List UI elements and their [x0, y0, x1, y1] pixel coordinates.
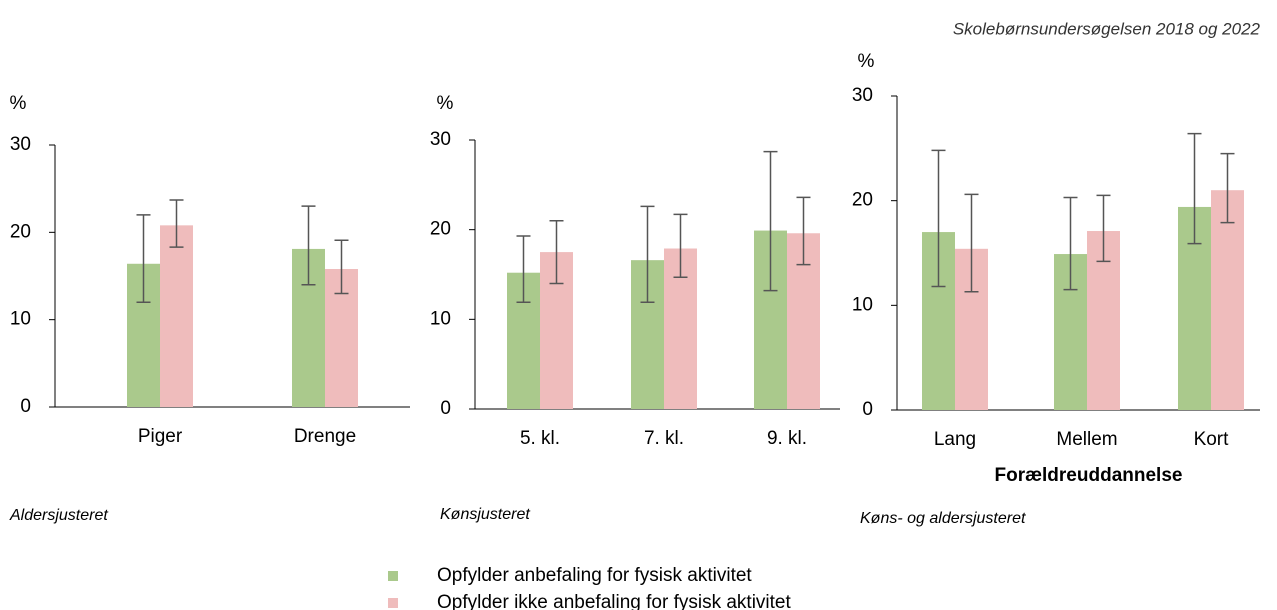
x-tick-label: 9. kl.	[767, 428, 807, 449]
error-bar	[169, 199, 184, 248]
y-unit: %	[437, 93, 454, 114]
error-bar	[763, 150, 778, 292]
error-bar	[1220, 152, 1235, 224]
error-bar	[1063, 196, 1078, 291]
x-tick-label: Mellem	[1056, 429, 1117, 450]
bar	[160, 225, 193, 407]
bar	[1211, 190, 1244, 410]
x-tick-label: Piger	[138, 426, 183, 447]
error-bar	[301, 205, 316, 286]
y-unit: %	[10, 93, 27, 114]
error-bar	[673, 213, 688, 278]
note: Kønsjusteret	[440, 506, 530, 523]
x-axis-label: Forældreuddannelse	[995, 465, 1183, 486]
y-tick-label: 0	[440, 398, 451, 419]
x-tick-label: Lang	[934, 429, 976, 450]
error-bar	[640, 205, 655, 304]
y-tick-label: 30	[852, 85, 873, 106]
y-tick-label: 30	[430, 129, 451, 150]
error-bar	[1187, 132, 1202, 245]
error-bar	[334, 239, 349, 295]
y-tick-label: 0	[862, 399, 873, 420]
y-tick-label: 10	[10, 309, 31, 330]
error-bar	[1096, 194, 1111, 263]
y-tick-label: 20	[10, 221, 31, 242]
y-unit: %	[858, 51, 875, 72]
error-bar	[516, 235, 531, 304]
x-tick-label: Drenge	[294, 426, 356, 447]
x-tick-label: 5. kl.	[520, 428, 560, 449]
y-tick-label: 20	[852, 190, 873, 211]
x-tick-label: 7. kl.	[644, 428, 684, 449]
error-bar	[796, 196, 811, 266]
y-tick-label: 0	[20, 396, 31, 417]
y-tick-label: 30	[10, 134, 31, 155]
legend-label: Opfylder anbefaling for fysisk aktivitet	[437, 565, 752, 586]
legend-label: Opfylder ikke anbefaling for fysisk akti…	[437, 592, 791, 610]
legend-swatch	[388, 598, 398, 608]
legend-swatch	[388, 571, 398, 581]
y-tick-label: 20	[430, 219, 451, 240]
error-bar	[549, 219, 564, 285]
error-bar	[964, 193, 979, 293]
note: Køns- og aldersjusteret	[860, 510, 1026, 527]
error-bar	[136, 214, 151, 303]
y-tick-label: 10	[430, 308, 451, 329]
note: Aldersjusteret	[9, 507, 108, 524]
source: Skolebørnsundersøgelsen 2018 og 2022	[953, 19, 1261, 38]
x-tick-label: Kort	[1194, 429, 1230, 450]
y-tick-label: 10	[852, 294, 873, 315]
error-bar	[931, 149, 946, 288]
